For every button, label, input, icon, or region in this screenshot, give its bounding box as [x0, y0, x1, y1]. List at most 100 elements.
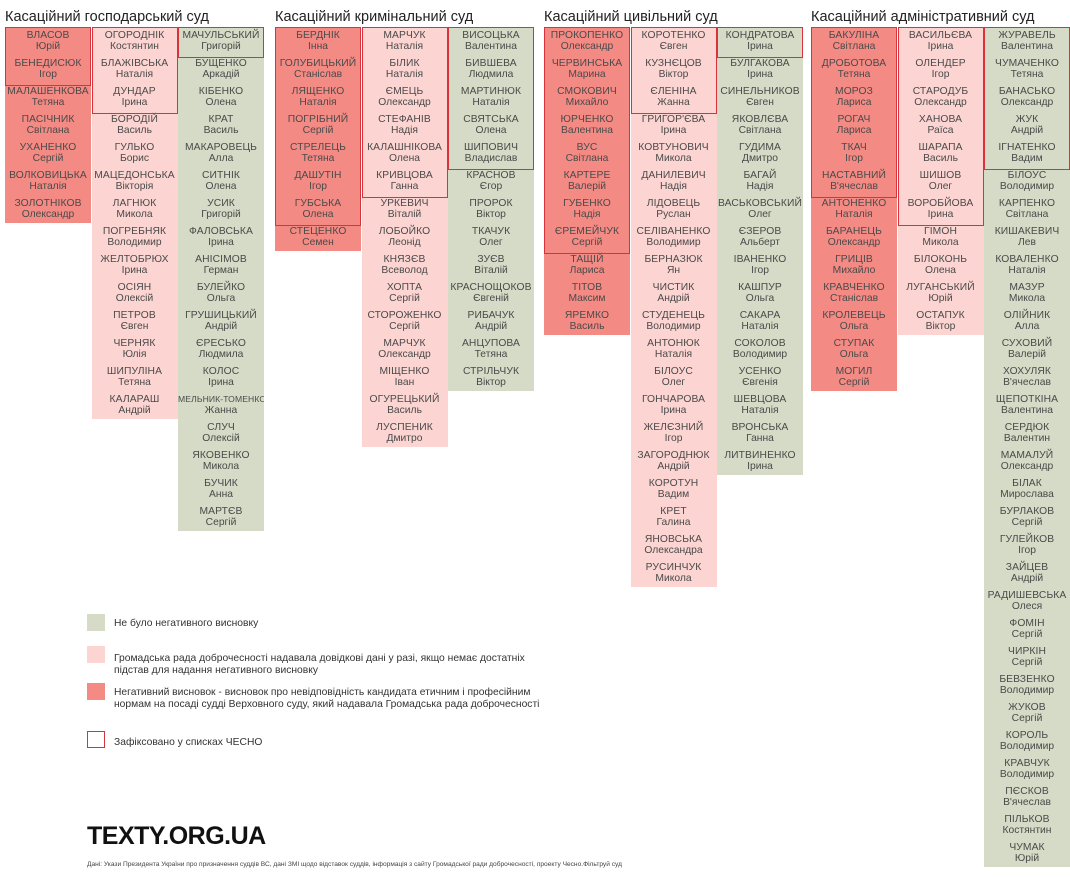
judge-first-name: Василь: [387, 405, 422, 416]
judge-surname: СЕЛІВАНЕНКО: [636, 226, 711, 237]
judge-surname: БЕВЗЕНКО: [999, 674, 1055, 685]
judge-surname: КІБЕНКО: [198, 86, 244, 97]
judge-surname: БОРОДІЙ: [110, 114, 158, 125]
judge-surname: ЛИТВИНЕНКО: [724, 450, 796, 461]
judge-surname: КРАСНОЩОКОВ: [450, 282, 532, 293]
judge-cell: ПЄСКОВ В'ячеслав: [984, 783, 1070, 811]
judge-cell: ГУБСЬКА Олена: [275, 195, 361, 223]
judge-cell: КРАСНОВ Єгор: [448, 167, 534, 195]
judge-cell: ГІМОН Микола: [897, 223, 984, 251]
judge-cell: ВОРОБЙОВА Ірина: [897, 195, 984, 223]
judge-first-name: Марина: [568, 69, 606, 80]
judge-cell: БАРАНЕЦЬ Олександр: [811, 223, 897, 251]
judge-surname: МОРОЗ: [835, 86, 873, 97]
judge-first-name: Микола: [655, 573, 692, 584]
judge-cell: МАЛАШЕНКОВА Тетяна: [5, 83, 91, 111]
judge-cell: КРАВЧУК Володимир: [984, 755, 1070, 783]
judge-first-name: Олексій: [202, 433, 240, 444]
judge-cell: ПІЛЬКОВ Костянтин: [984, 811, 1070, 839]
judge-cell: БЕВЗЕНКО Володимир: [984, 671, 1070, 699]
judge-cell: КРАТ Василь: [178, 111, 264, 139]
judge-first-name: Ігор: [309, 181, 327, 192]
judge-surname: ВУС: [576, 142, 598, 153]
judge-surname: ЧИРКІН: [1007, 646, 1047, 657]
judge-cell: САКАРА Наталія: [717, 307, 803, 335]
judge-surname: СУХОВИЙ: [1001, 338, 1053, 349]
judge-surname: ДУНДАР: [113, 86, 156, 97]
judge-cell: РУСИНЧУК Микола: [630, 559, 717, 587]
judge-first-name: Ігор: [664, 433, 683, 444]
judge-surname: КАШПУР: [738, 282, 782, 293]
judge-surname: СТУПАК: [833, 338, 875, 349]
judge-first-name: Сергій: [571, 237, 603, 248]
judge-surname: ДАНИЛЕВИЧ: [641, 170, 706, 181]
judge-cell: БІЛИК Наталія: [361, 55, 448, 83]
judge-first-name: Андрій: [657, 461, 690, 472]
judge-cell: ЧИРКІН Сергій: [984, 643, 1070, 671]
judge-first-name: Раїса: [927, 125, 954, 136]
judge-cell: ОГУРЕЦЬКИЙ Василь: [361, 391, 448, 419]
judge-cell: ЛУСПЕНИК Дмитро: [361, 419, 448, 447]
judge-cell: ПЕТРОВ Євген: [91, 307, 178, 335]
judge-cell: КОВТУНОВИЧ Микола: [630, 139, 717, 167]
judge-first-name: Ірина: [747, 41, 773, 52]
judge-cell: СИТНІК Олена: [178, 167, 264, 195]
judge-first-name: Станіслав: [829, 293, 879, 304]
judge-first-name: Ольга: [839, 349, 869, 360]
judge-cell: СТРЕЛЕЦЬ Тетяна: [275, 139, 361, 167]
judge-first-name: Наталія: [741, 321, 779, 332]
judge-first-name: Володимир: [646, 237, 701, 248]
judge-surname: КАРПЕНКО: [998, 198, 1056, 209]
judge-cell: ЄЛЕНІНА Жанна: [630, 83, 717, 111]
judge-surname: СТУДЕНЕЦЬ: [642, 310, 705, 321]
judge-first-name: Ігор: [39, 69, 57, 80]
judge-surname: ШИПУЛІНА: [106, 366, 163, 377]
judge-surname: СИТНІК: [201, 170, 241, 181]
judge-first-name: Сергій: [302, 125, 334, 136]
judge-first-name: Ганна: [746, 433, 774, 444]
judge-first-name: Олександр: [560, 41, 614, 52]
judge-first-name: Валентина: [561, 125, 613, 136]
judge-surname: БІЛАК: [1012, 478, 1042, 489]
judge-cell: ШАРАПА Василь: [897, 139, 984, 167]
judge-surname: КОРОЛЬ: [1005, 730, 1049, 741]
judge-first-name: Ірина: [121, 265, 148, 276]
judge-surname: УХАНЕНКО: [19, 142, 77, 153]
judge-cell: БУЛЕЙКО Ольга: [178, 279, 264, 307]
judge-cell: ДУНДАР Ірина: [91, 83, 178, 111]
judge-surname: ХОПТА: [386, 282, 423, 293]
legend-swatch-chesno: [87, 731, 105, 748]
legend-text-none: Не було негативного висновку: [114, 618, 259, 629]
judge-surname: ЖУК: [1015, 114, 1039, 125]
judge-first-name: Галина: [656, 517, 691, 528]
judge-first-name: Валерій: [1007, 349, 1047, 360]
judge-cell: ВАСИЛЬЄВА Ірина: [897, 27, 984, 55]
judge-first-name: Лариса: [569, 265, 605, 276]
judge-cell: ГУЛЬКО Борис: [91, 139, 178, 167]
judge-surname: КРАТ: [208, 114, 234, 125]
judge-first-name: Микола: [655, 153, 692, 164]
judge-surname: ПАСІЧНИК: [21, 114, 75, 125]
legend-swatch-none: [87, 614, 105, 631]
judge-cell: СУХОВИЙ Валерій: [984, 335, 1070, 363]
judge-surname: ДРОБОТОВА: [821, 58, 887, 69]
judge-surname: ГУБСЬКА: [294, 198, 342, 209]
judge-surname: КРАСНОВ: [466, 170, 516, 181]
judge-first-name: Андрій: [204, 321, 238, 332]
judge-surname: МАРТИНЮК: [460, 86, 522, 97]
judge-surname: ЛАГНЮК: [112, 198, 157, 209]
judge-surname: СТЕЦЕНКО: [289, 226, 347, 237]
judge-surname: ЗАЙЦЕВ: [1005, 562, 1049, 573]
judge-first-name: Ігор: [931, 69, 950, 80]
judge-cell: СЛУЧ Олексій: [178, 419, 264, 447]
judge-cell: ОГОРОДНІК Костянтин: [91, 27, 178, 55]
judge-first-name: Сергій: [1011, 517, 1043, 528]
judge-surname: ДАШУТІН: [294, 170, 342, 181]
judge-surname: ВОЛКОВИЦЬКА: [9, 170, 87, 181]
judge-surname: КРЕТ: [660, 506, 687, 517]
judge-surname: БЕРДНІК: [296, 30, 340, 41]
judge-first-name: Наталія: [835, 209, 873, 220]
judge-first-name: Віктор: [925, 321, 956, 332]
judge-surname: ТКАЧ: [841, 142, 867, 153]
judge-surname: ЧЕРВИНСЬКА: [551, 58, 623, 69]
